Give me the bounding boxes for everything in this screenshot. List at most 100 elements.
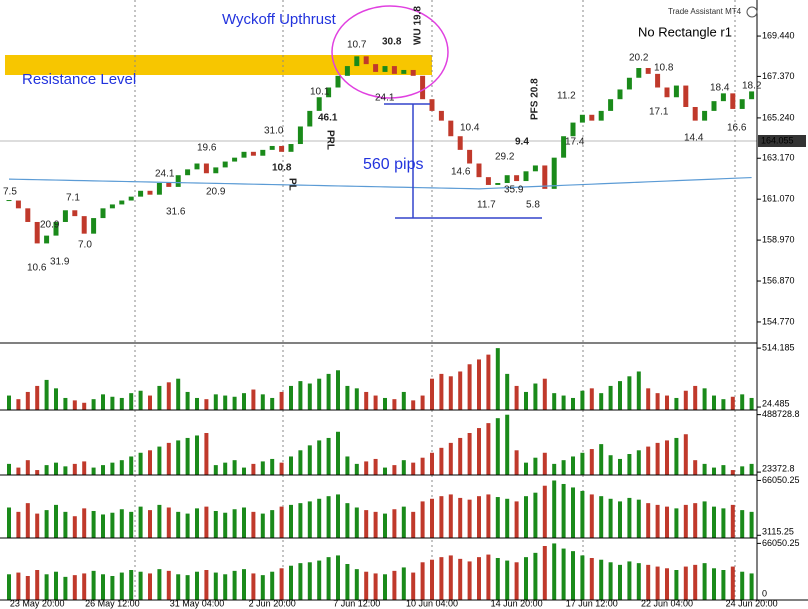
volume-bar [524,557,528,600]
volume-bar [448,376,453,410]
volume-bar [279,462,284,475]
volume-bar [119,460,124,475]
volume-bar [411,511,416,538]
x-tick-label: 17 Jun 12:00 [566,598,618,608]
volume-bar [467,364,472,410]
volume-bar [589,449,594,475]
volume-bar [16,467,21,475]
candle [495,182,501,185]
volume-bar [702,463,707,475]
volume-bar [157,569,162,600]
candle [354,56,360,67]
volume-bar [655,442,660,475]
volume-bar [213,465,218,475]
volume-bar [477,428,481,475]
volume-bar [270,397,275,410]
volume-bar [495,497,500,538]
candle [683,85,689,107]
volume-bar [364,461,369,475]
x-tick-label: 2 Jun 20:00 [249,598,296,608]
volume-bar [213,510,218,538]
y-tick-label: 156.870 [762,275,795,285]
volume-bar [599,559,604,600]
volume-bar [242,507,246,538]
volume-bar [364,510,369,538]
volume-bar [82,402,87,410]
volume-bar [176,574,181,600]
annotation: 18.2 [742,81,762,92]
volume-bar [533,383,538,410]
volume-bar [185,437,190,475]
annotation: 46.1 [318,113,338,124]
volume-bar [636,563,641,600]
volume-bar [63,466,68,475]
candle [166,182,172,187]
candle [457,136,463,150]
volume-bar [561,460,566,475]
candle [232,157,238,162]
volume-bar [232,396,237,410]
candle [626,77,632,90]
volume-bar [242,569,246,600]
volume-bar [364,391,369,410]
volume-bar [599,444,604,475]
volume-bar [35,385,40,410]
volume-bar [101,394,105,410]
candle [730,93,736,109]
annotation: 7.0 [78,240,92,251]
candle [429,99,435,111]
candle [138,190,144,197]
pips-label: 560 pips [363,156,424,173]
annotation: 20.9 [206,187,226,198]
volume-bar [392,465,397,475]
volume-bar [44,379,49,410]
volume-bar [401,460,406,475]
upthrust-label: Wyckoff Upthrust [222,11,337,28]
volume-bar [119,509,124,538]
candle [570,122,576,137]
annotation: WU 19.8 [413,6,424,45]
annotation: 14.6 [451,167,471,178]
volume-bar [242,393,246,410]
annotation: PRL [324,130,335,150]
annotation: 10.7 [347,40,367,51]
candle [720,93,726,102]
volume-bar [232,509,237,538]
volume-bar [307,562,312,600]
volume-bar [157,446,162,475]
candle [335,75,341,88]
volume-bar [204,570,209,600]
volume-bar [392,399,397,410]
volume-bar [655,504,660,538]
volume-bar [636,499,641,538]
annotation: 20.9 [40,220,60,231]
volume-bar [392,509,397,538]
volume-bar [298,450,303,475]
volume-bar [486,354,491,410]
volume-bar [458,371,463,410]
volume-bar [636,450,641,475]
candle [91,218,97,234]
volume-bar [514,501,519,538]
volume-bar [721,465,726,475]
rectangle-label: No Rectangle r1 [638,24,732,39]
volume-bar [7,574,11,600]
volume-bar [674,508,679,538]
volume-bar [260,394,265,410]
volume-bar [91,399,96,410]
volume-bar [16,572,21,600]
candle [711,101,717,111]
volume-bar [251,511,256,538]
volume-bar [552,463,557,475]
volume-bar [749,511,754,538]
candle [203,163,209,174]
volume-bar [589,388,594,410]
candle [589,114,595,121]
annotation: 31.6 [166,207,186,218]
volume-bar [260,513,265,538]
annotation: 11.2 [557,91,576,102]
volume-bar [674,397,679,410]
volume-bar [44,510,49,538]
volume-bar [251,463,256,475]
candle [260,149,266,156]
